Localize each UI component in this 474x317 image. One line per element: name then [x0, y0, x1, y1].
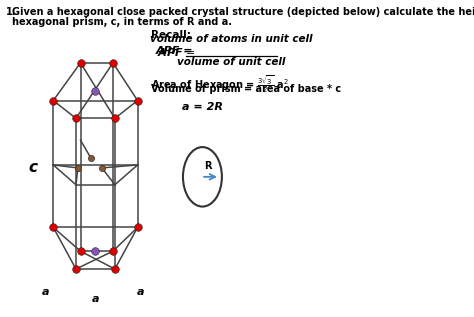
Text: $\bfit{APF}$ =: $\bfit{APF}$ = [157, 46, 196, 58]
Text: 1.: 1. [6, 7, 17, 17]
Text: a = 2R: a = 2R [182, 101, 223, 112]
Text: volume of atoms in unit cell: volume of atoms in unit cell [150, 34, 313, 44]
Text: Recall:: Recall: [151, 30, 191, 40]
Text: Area of Hexagon = $\frac{3\sqrt{3}}{2}$ a$^2$: Area of Hexagon = $\frac{3\sqrt{3}}{2}$ … [151, 74, 289, 95]
Text: volume of unit cell: volume of unit cell [177, 57, 286, 67]
Text: Volume of prism = area of base * c: Volume of prism = area of base * c [151, 84, 341, 94]
Text: R: R [204, 161, 212, 171]
Text: c: c [28, 160, 37, 175]
Text: a: a [42, 287, 49, 297]
Text: Given a hexagonal close packed crystal structure (depicted below) calculate the : Given a hexagonal close packed crystal s… [12, 7, 474, 17]
Text: APF =: APF = [156, 46, 193, 56]
Text: a: a [137, 287, 145, 297]
Text: hexagonal prism, c, in terms of R and a.: hexagonal prism, c, in terms of R and a. [12, 17, 232, 27]
Text: a: a [91, 294, 99, 304]
